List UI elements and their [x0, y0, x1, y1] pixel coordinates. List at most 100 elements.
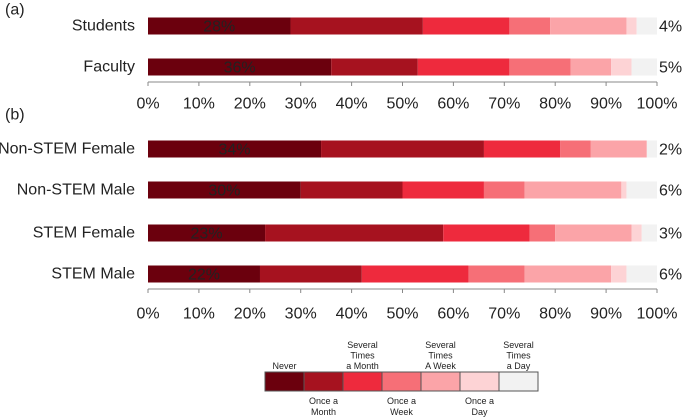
x-tick-label: 50% [386, 96, 418, 113]
data-label-several-times-a-day: 6% [659, 183, 682, 200]
category-label: STEM Female [33, 225, 135, 242]
legend-label: Once a [387, 396, 416, 406]
legend-swatch [264, 371, 305, 392]
legend-label: Times [506, 351, 531, 361]
data-label-several-times-a-day: 4% [659, 19, 682, 36]
legend-label: a Day [507, 361, 531, 371]
bar-segment [468, 265, 525, 283]
x-tick-label: 90% [590, 306, 622, 323]
x-tick-label: 100% [637, 306, 678, 323]
bar-row: Non-STEM Male 30% 6% [17, 181, 682, 200]
legend-swatch [381, 371, 422, 392]
legend-swatch [498, 371, 539, 392]
data-label-never: 23% [191, 226, 223, 243]
data-label-never: 22% [188, 267, 220, 284]
x-tick-label: 30% [285, 306, 317, 323]
bar-row: Non-STEM Female 34% 2% [0, 140, 682, 159]
x-tick-label: 20% [234, 306, 266, 323]
panel-b: (b) Non-STEM Female 34% 2% Non-STEM Male 30% 6… [0, 107, 682, 323]
data-label-never: 30% [208, 183, 240, 200]
legend-label: Several [503, 340, 534, 350]
x-tick-label: 60% [437, 306, 469, 323]
x-tick-label: 50% [386, 306, 418, 323]
category-label: Non-STEM Male [17, 182, 135, 199]
bar-segment [148, 58, 332, 76]
bar-segment [443, 224, 530, 242]
legend-label: Week [390, 407, 413, 417]
legend-label: Month [311, 407, 336, 417]
bar-row: Faculty 36% 5% [83, 58, 682, 77]
category-label: Faculty [83, 59, 135, 76]
bar-segment [148, 140, 322, 158]
bar-segment [529, 224, 556, 242]
panel-a: (a) Students 28% 4% Faculty 36% 5% 0% 10% 20% 30% 4… [5, 2, 682, 113]
bar-segment [646, 140, 657, 158]
data-label-never: 36% [224, 60, 256, 77]
bar-segment [626, 181, 657, 199]
legend-label: a Month [346, 361, 379, 371]
category-label: Students [72, 18, 135, 35]
bar-segment [611, 58, 632, 76]
panel-label: (a) [5, 2, 25, 19]
legend-swatch [459, 371, 500, 392]
bar-segment [321, 140, 484, 158]
x-tick-label: 20% [234, 96, 266, 113]
bar-segment [361, 265, 469, 283]
legend-swatch [420, 371, 461, 392]
bar-segment [300, 181, 403, 199]
x-tick-label: 0% [136, 96, 159, 113]
x-tick-label: 10% [183, 306, 215, 323]
bar-segment [148, 224, 266, 242]
bar-segment [422, 17, 510, 35]
bar-segment [550, 17, 627, 35]
legend-label: Once a [309, 396, 338, 406]
bar-segment [626, 17, 637, 35]
data-label-several-times-a-day: 2% [659, 142, 682, 159]
bar-segment [509, 58, 571, 76]
bar-segment [621, 181, 627, 199]
data-label-never: 34% [219, 142, 251, 159]
x-tick-label: 70% [488, 306, 520, 323]
bar-segment [148, 265, 260, 283]
category-label: Non-STEM Female [0, 141, 135, 158]
bar-segment [611, 265, 627, 283]
legend-label: Day [471, 407, 488, 417]
legend-label: Times [350, 351, 375, 361]
bar-segment [331, 58, 418, 76]
legend-swatch [342, 371, 383, 392]
legend-label: Several [347, 340, 378, 350]
x-tick-label: 70% [488, 96, 520, 113]
bar-row: STEM Male 22% 6% [51, 265, 682, 284]
bar-segment [590, 140, 647, 158]
x-tick-label: 40% [336, 306, 368, 323]
x-tick-label: 60% [437, 96, 469, 113]
x-tick-label: 80% [539, 306, 571, 323]
category-label: STEM Male [51, 266, 135, 283]
data-label-several-times-a-day: 3% [659, 226, 682, 243]
bar-segment [636, 17, 657, 35]
bar-segment [524, 265, 612, 283]
bar-segment [626, 265, 657, 283]
panel-label: (b) [5, 107, 25, 124]
data-label-never: 28% [203, 19, 235, 36]
bar-segment [483, 140, 561, 158]
data-label-several-times-a-day: 6% [659, 267, 682, 284]
bar-segment [402, 181, 484, 199]
bar-segment [265, 224, 444, 242]
bar-segment [560, 140, 591, 158]
x-tick-label: 80% [539, 96, 571, 113]
bar-segment [290, 17, 423, 35]
bar-row: Students 28% 4% [72, 17, 682, 36]
x-tick-label: 90% [590, 96, 622, 113]
legend-label: Never [272, 361, 296, 371]
data-label-several-times-a-day: 5% [659, 60, 682, 77]
x-tick-label: 0% [136, 306, 159, 323]
x-tick-label: 30% [285, 96, 317, 113]
legend-swatch [303, 371, 344, 392]
bar-segment [259, 265, 362, 283]
bar-row: STEM Female 23% 3% [33, 224, 682, 243]
legend-label: A Week [425, 361, 456, 371]
bar-segment [148, 181, 301, 199]
bar-segment [148, 17, 291, 35]
